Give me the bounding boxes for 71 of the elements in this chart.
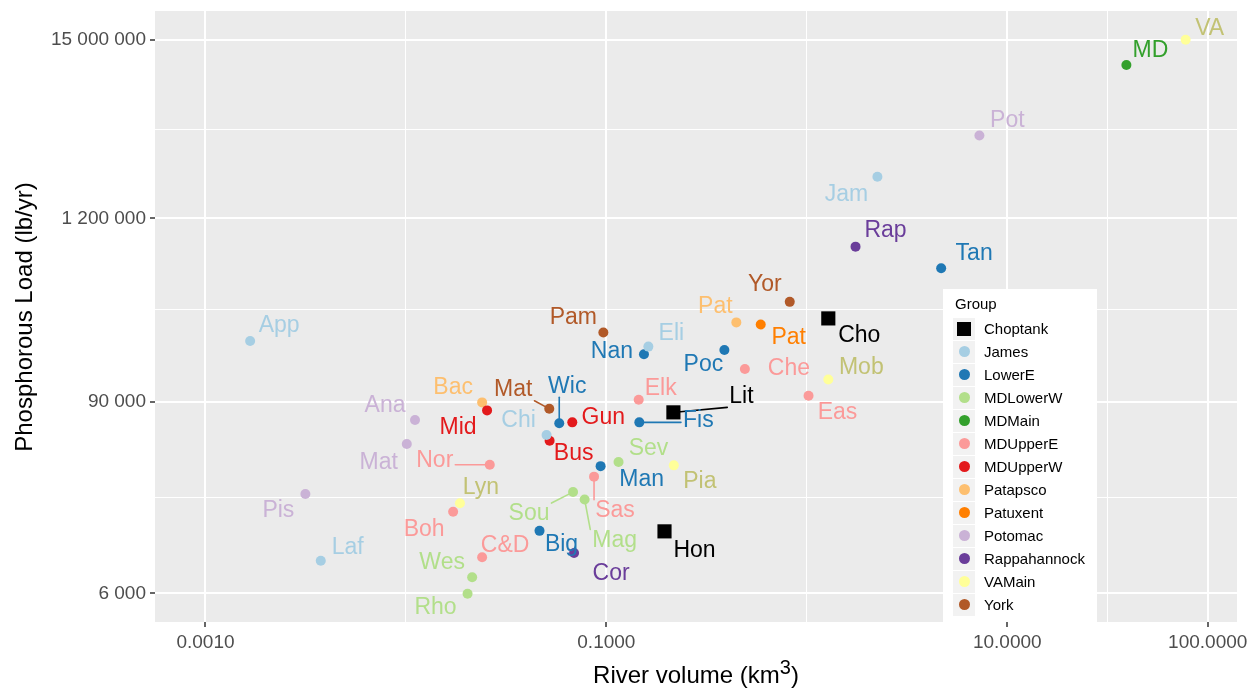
legend-label: MDMain — [984, 412, 1040, 429]
y-tick-label: 15 000 000 — [50, 27, 146, 49]
annotation: Pis — [262, 496, 295, 523]
annotation: Sas — [595, 496, 635, 522]
legend-title: Group — [955, 295, 998, 313]
annotation: Tan — [955, 238, 993, 265]
annotation: Fis — [682, 405, 714, 432]
annotation: Pat — [771, 322, 807, 349]
y-tick-label: 1 200 000 — [61, 206, 146, 228]
y-tick-label: 6 000 — [98, 581, 146, 603]
annotation: Man — [619, 465, 664, 492]
legend-label: York — [984, 596, 1014, 613]
annotation: Eli — [658, 318, 685, 345]
y-tick-label: 90 000 — [87, 389, 146, 411]
x-axis-title: River volume (km$^{3}$) — [593, 656, 799, 688]
legend-label: MDUpperE — [984, 435, 1059, 452]
annotation: Chi — [501, 406, 536, 433]
annotation: Ana — [364, 391, 406, 418]
annotation: Boh — [403, 515, 445, 542]
annotation: Laf — [331, 533, 365, 560]
legend-label: Potomac — [984, 527, 1044, 544]
annotation: Wes — [419, 547, 465, 574]
annotation: Yor — [747, 270, 782, 297]
annotation: Mid — [439, 412, 477, 439]
legend-label: Choptank — [984, 320, 1049, 337]
legend-label: James — [984, 343, 1029, 360]
annotation: Hon — [673, 535, 716, 562]
annotation: Pat — [698, 291, 734, 318]
annotation: C&D — [480, 530, 530, 557]
x-tick-label: 100.0000 — [1168, 630, 1248, 652]
annotation: Sev — [628, 434, 669, 461]
annotation: App — [258, 311, 300, 338]
annotation: Bus — [553, 439, 594, 466]
annotation: VA — [1195, 14, 1225, 41]
legend-label: LowerE — [984, 366, 1035, 383]
annotation: Poc — [683, 350, 724, 377]
x-tick-label: 0.1000 — [577, 630, 636, 652]
annotation: Pia — [683, 466, 717, 493]
annotation: Cho — [838, 320, 881, 347]
annotation: Rho — [414, 593, 457, 620]
annotation: Lyn — [462, 472, 500, 499]
annotation: Elk — [644, 374, 678, 401]
annotation: Gun — [581, 402, 626, 429]
annotation: Pam — [549, 302, 598, 329]
annotation: Mob — [838, 352, 884, 379]
x-tick-label: 0.0010 — [176, 630, 235, 652]
legend-label: MDUpperW — [984, 458, 1063, 475]
annotation: Lit — [729, 381, 755, 408]
annotation: MD — [1132, 36, 1169, 63]
legend-label: Rappahannock — [984, 550, 1085, 567]
annotation: Cor — [592, 559, 630, 586]
annotation: Bac — [433, 372, 473, 399]
annotation: Jam — [824, 180, 869, 207]
legend-label: Patuxent — [984, 504, 1044, 521]
y-axis-title: Phosphorous Load (lb/yr) — [10, 181, 37, 452]
annotation: Mat — [359, 448, 399, 475]
annotation: Nor — [416, 446, 454, 473]
annotation: Nan — [590, 336, 634, 363]
annotation: Pot — [990, 105, 1026, 132]
annotation: Wic — [548, 371, 587, 398]
annotation: Big — [544, 530, 579, 557]
legend-label: VAMain — [984, 573, 1036, 590]
annotation: Mag — [592, 525, 637, 552]
annotation: Eas — [817, 398, 858, 425]
annotation: Rap — [864, 216, 907, 242]
annotation: Che — [767, 354, 810, 381]
x-tick-label: 10.0000 — [972, 630, 1042, 652]
annotation: Mat — [494, 375, 534, 402]
annotation: Sou — [508, 499, 550, 526]
legend-label: Patapsco — [984, 481, 1047, 498]
legend-label: MDLowerW — [984, 389, 1063, 406]
